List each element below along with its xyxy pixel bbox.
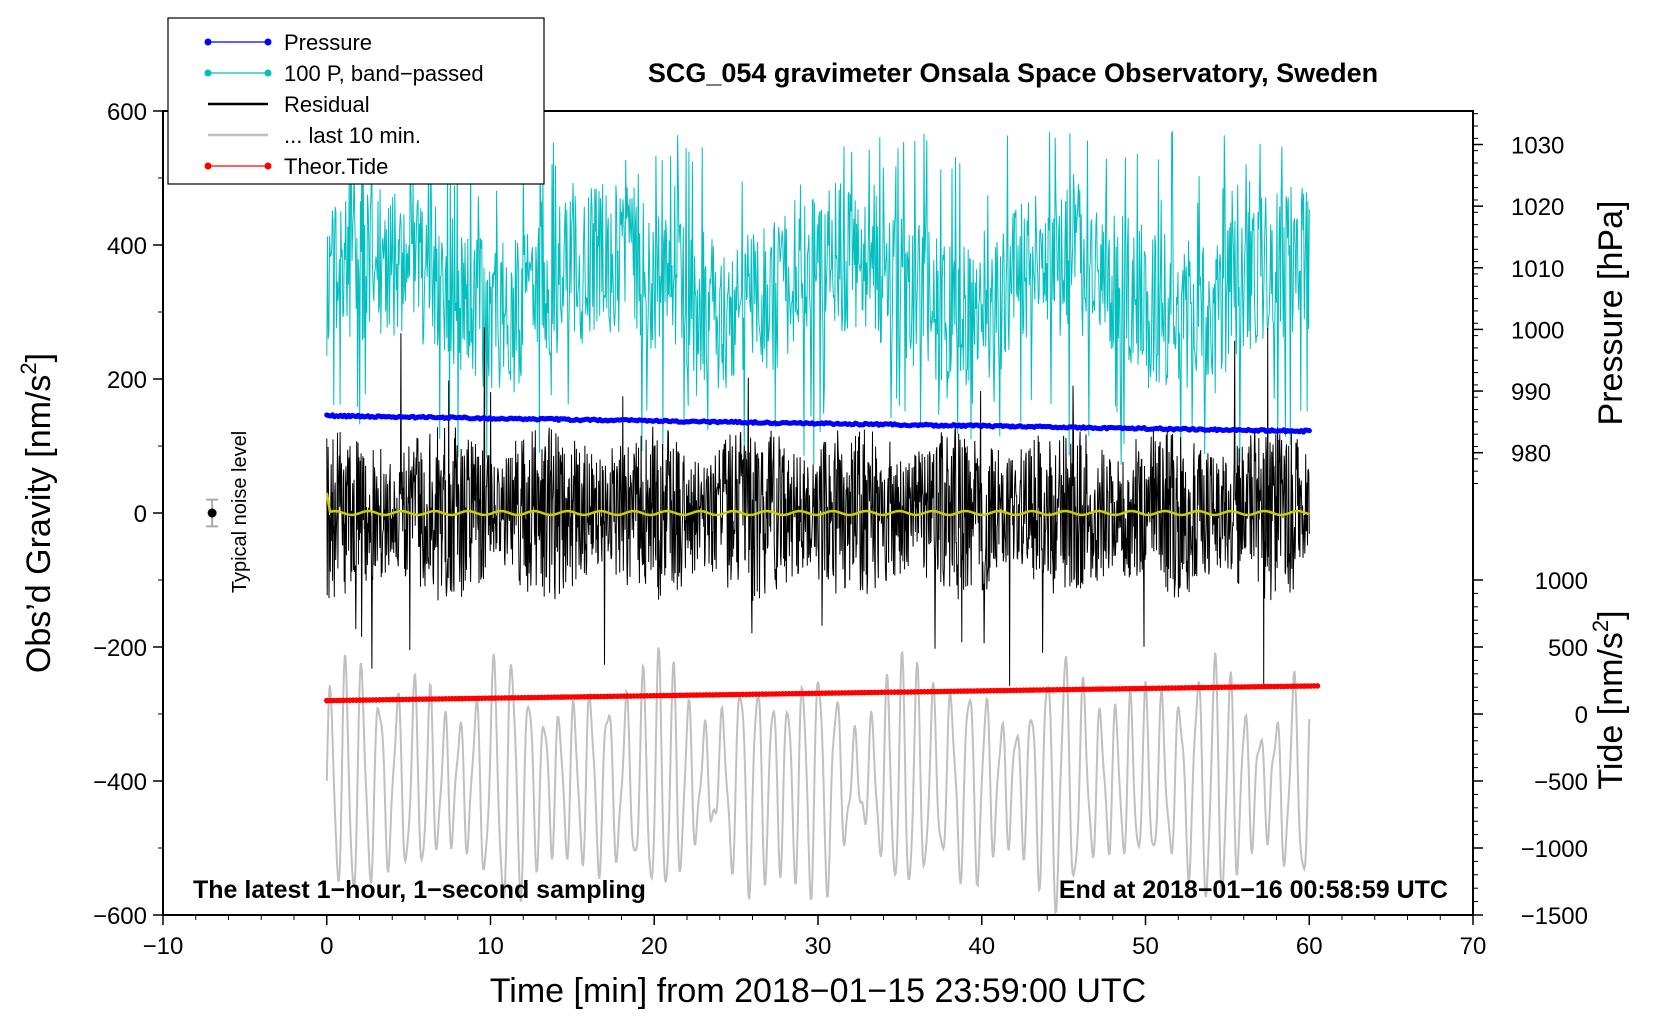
y-tick-label: −200 [93,635,147,662]
x-tick-label: 60 [1296,933,1323,960]
tide-tick-label: 1000 [1535,568,1588,595]
annotation-sampling: The latest 1−hour, 1−second sampling [193,876,646,904]
pressure-tick-label: 1030 [1511,133,1564,160]
series-smoothed-residual [325,492,1310,517]
series-layer [324,131,1321,916]
tide-axis-label: Tide [nm/s2] [1588,610,1630,789]
legend-label: Residual [284,92,370,117]
legend-marker [264,69,272,77]
series-pressure [324,412,1312,435]
x-tick-label: 0 [320,933,333,960]
y-axis-label-end: ] [20,353,58,362]
tide-tick-label: −1000 [1521,836,1588,863]
legend-marker [264,162,272,170]
tide-tick-label: −500 [1534,769,1588,796]
pressure-tick-label: 1000 [1511,317,1564,344]
noise-label: Typical noise level [229,431,251,593]
pressure-tick-label: 990 [1511,379,1551,406]
x-axis-label: Time [min] from 2018−01−15 23:59:00 UTC [490,972,1146,1010]
legend-label: 100 P, band−passed [284,61,484,86]
legend-item: Theor.Tide [204,154,388,179]
tide-axis-label-text: Tide [nm/s [1592,632,1630,789]
legend-item: ... last 10 min. [208,123,421,148]
x-tick-label: 20 [641,933,668,960]
y-axis-label-text: Obs’d Gravity [nm/s [20,375,58,674]
x-tick-label: −10 [143,933,184,960]
legend-marker [204,69,212,77]
legend: Pressure 100 P, band−passed Residual ... la… [167,17,545,185]
legend-label: Theor.Tide [284,154,388,179]
tide-tick-label: −1500 [1521,903,1588,930]
pressure-tick-label: 1010 [1511,256,1564,283]
legend-item: Pressure [204,30,372,55]
x-tick-label: 30 [805,933,832,960]
x-tick-label: 40 [968,933,995,960]
y-tick-label: 200 [107,367,147,394]
legend-item: 100 P, band−passed [204,61,484,86]
legend-item: Residual [208,92,370,117]
y-tick-label: −600 [93,903,147,930]
y-axis-label-sup: 2 [16,362,41,374]
series-residual [326,327,1310,686]
pressure-axis-label: Pressure [hPa] [1592,201,1630,426]
pressure-point [1306,428,1312,434]
annotation-end-time: End at 2018−01−16 00:58:59 UTC [1059,876,1448,904]
series-pressure-bandpassed [326,131,1310,466]
legend-marker [204,162,212,170]
legend-label: Pressure [284,30,372,55]
tide-axis-label-end: ] [1592,610,1630,619]
y-tick-label: 600 [107,99,147,126]
tide-tick-label: 0 [1575,702,1588,729]
pressure-tick-label: 980 [1511,441,1551,468]
tide-point [1314,683,1321,689]
x-tick-label: 50 [1132,933,1159,960]
y-tick-label: 400 [107,233,147,260]
chart-title: SCG_054 gravimeter Onsala Space Observat… [648,58,1378,88]
x-tick-label: 10 [477,933,504,960]
y-tick-label: −400 [93,769,147,796]
legend-marker [264,38,272,46]
tide-tick-label: 500 [1548,635,1588,662]
y-axis-label: Obs’d Gravity [nm/s2] [16,353,58,673]
y-tick-label: 0 [134,501,147,528]
pressure-tick-label: 1020 [1511,194,1564,221]
legend-marker [204,38,212,46]
tide-axis-label-sup: 2 [1588,620,1613,632]
legend-label: ... last 10 min. [284,123,421,148]
axes-layer: −10 0 10 20 30 40 50 60 70−600−400−2000200400600… [93,99,1588,960]
legend-box [167,17,545,185]
noise-marker [206,498,219,528]
x-tick-label: 70 [1460,933,1487,960]
noise-point [207,508,217,518]
series-last-10-min [325,647,1311,916]
series-theor-tide [324,683,1321,704]
